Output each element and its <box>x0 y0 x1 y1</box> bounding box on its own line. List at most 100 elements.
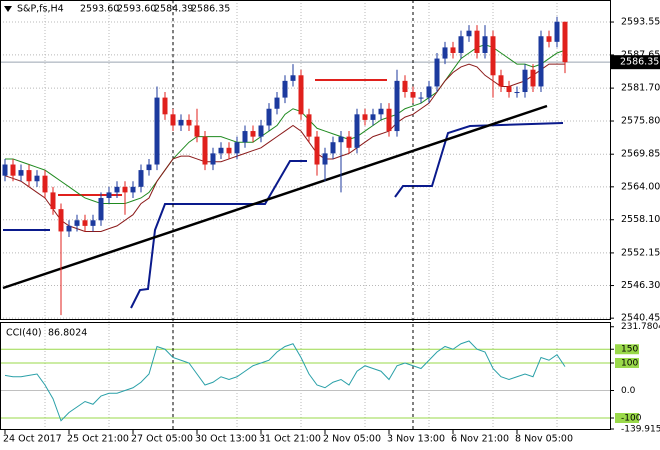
candle-body <box>298 75 304 115</box>
candle-body <box>322 153 328 165</box>
candle-body <box>282 80 288 98</box>
level-box <box>615 344 639 355</box>
candle-body <box>138 170 144 187</box>
candle-body <box>154 97 160 165</box>
candle-body <box>314 136 320 165</box>
candle-body <box>538 36 544 87</box>
candle-body <box>522 69 528 93</box>
price-tag-label: 2586.35 <box>620 57 659 68</box>
candle-body <box>234 142 240 154</box>
level-box <box>615 357 639 368</box>
y-tick-label: 2587.65 <box>621 49 660 60</box>
candle-body <box>290 75 296 81</box>
y-tick-label: 2575.80 <box>621 116 660 127</box>
candle-body <box>178 119 184 126</box>
blue-level <box>130 160 307 309</box>
candle-body <box>274 97 280 109</box>
price-tag <box>611 55 660 70</box>
candle-body <box>218 147 224 154</box>
candle-body <box>50 192 56 210</box>
candle-body <box>114 186 120 193</box>
y-tick-label: -139.9154 <box>621 424 660 434</box>
indicator-value: 86.8024 <box>48 328 87 339</box>
symbol: S&P,fs,H4 <box>17 4 64 15</box>
candle-body <box>426 86 432 98</box>
menu-triangle[interactable] <box>4 6 12 12</box>
moving-average <box>5 44 566 205</box>
candle-body <box>98 197 104 221</box>
candle-body <box>74 220 80 226</box>
candle-body <box>266 108 272 126</box>
candle-body <box>418 97 424 99</box>
candle-body <box>394 80 400 132</box>
candle-body <box>346 136 352 148</box>
candle-body <box>66 225 72 232</box>
candle-body <box>18 170 24 176</box>
candle-body <box>530 69 536 87</box>
candle-body <box>26 170 32 182</box>
candle-body <box>194 125 200 137</box>
candle-body <box>458 36 464 53</box>
y-tick-label: 2552.15 <box>621 247 660 258</box>
candle-body <box>258 125 264 137</box>
candle-body <box>226 147 232 154</box>
cci-line <box>4 340 566 422</box>
x-tick-label: 3 Nov 13:00 <box>387 434 445 445</box>
candle-body <box>130 186 136 193</box>
candle-body <box>58 209 64 232</box>
candle-body <box>202 136 208 165</box>
main-frame <box>0 0 611 320</box>
y-tick-label: 100 <box>621 358 638 368</box>
candle-body <box>434 58 440 87</box>
candle-body <box>146 164 152 171</box>
candle-body <box>402 80 408 93</box>
y-tick-label: -100 <box>621 414 642 424</box>
candle-body <box>362 114 368 120</box>
candle-body <box>498 75 504 87</box>
y-tick-label: 231.7804 <box>621 322 660 332</box>
candle-body <box>306 114 312 137</box>
y-tick-label: 2540.45 <box>621 313 660 324</box>
indicator-frame <box>0 322 611 430</box>
y-tick-label: 2546.30 <box>621 280 660 291</box>
candle-body <box>122 186 128 193</box>
candle-body <box>210 153 216 165</box>
moving-average <box>4 63 565 232</box>
candle-body <box>554 21 560 42</box>
candle-body <box>378 108 384 115</box>
candle-body <box>482 36 488 53</box>
x-tick-label: 8 Nov 05:00 <box>515 434 573 445</box>
candle-body <box>82 220 88 226</box>
y-tick-label: 150 <box>621 345 638 355</box>
candle-body <box>338 136 344 143</box>
candle-body <box>170 114 176 126</box>
candle-body <box>410 92 416 98</box>
x-tick-label: 25 Oct 21:00 <box>67 434 129 445</box>
y-tick-label: 2564.00 <box>621 181 660 192</box>
candle-body <box>330 142 336 154</box>
candle-body <box>546 36 552 42</box>
indicator-title: CCI(40) <box>6 328 42 339</box>
level-box <box>615 413 639 424</box>
candle-body <box>10 164 16 176</box>
x-tick-label: 6 Nov 21:00 <box>451 434 509 445</box>
candle-body <box>466 30 472 37</box>
y-tick-label: 2558.10 <box>621 214 660 225</box>
candle-body <box>106 192 112 198</box>
candle-body <box>386 108 392 132</box>
trend-line <box>2 104 548 290</box>
candle-body <box>250 131 256 137</box>
x-tick-label: 27 Oct 05:00 <box>131 434 193 445</box>
candle-body <box>506 86 512 93</box>
candle-body <box>242 131 248 143</box>
y-tick-label: 2569.85 <box>621 149 660 160</box>
x-tick-label: 30 Oct 13:00 <box>195 434 257 445</box>
candle-body <box>354 114 360 148</box>
last-close: 2586.35 <box>191 4 230 15</box>
y-tick-label: 0.0 <box>621 386 636 396</box>
candle-body <box>186 119 192 126</box>
candle-body <box>34 175 40 182</box>
